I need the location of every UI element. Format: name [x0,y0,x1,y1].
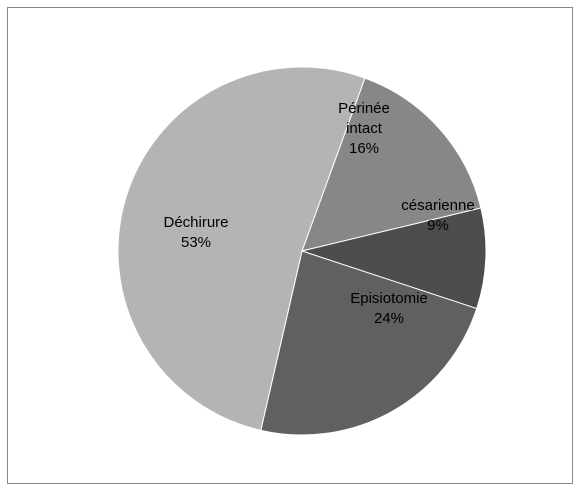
pie-slice [260,250,478,436]
slice-data-label: Episiotomie 24% [350,290,428,327]
slice-data-label: césarienne 9% [401,197,474,234]
pie-slice [117,66,366,431]
pie-slice [301,77,482,252]
slice-data-label: Déchirure 53% [163,214,228,251]
pie-slice [300,207,487,310]
slice-data-label: Périnée intact 16% [338,100,390,157]
